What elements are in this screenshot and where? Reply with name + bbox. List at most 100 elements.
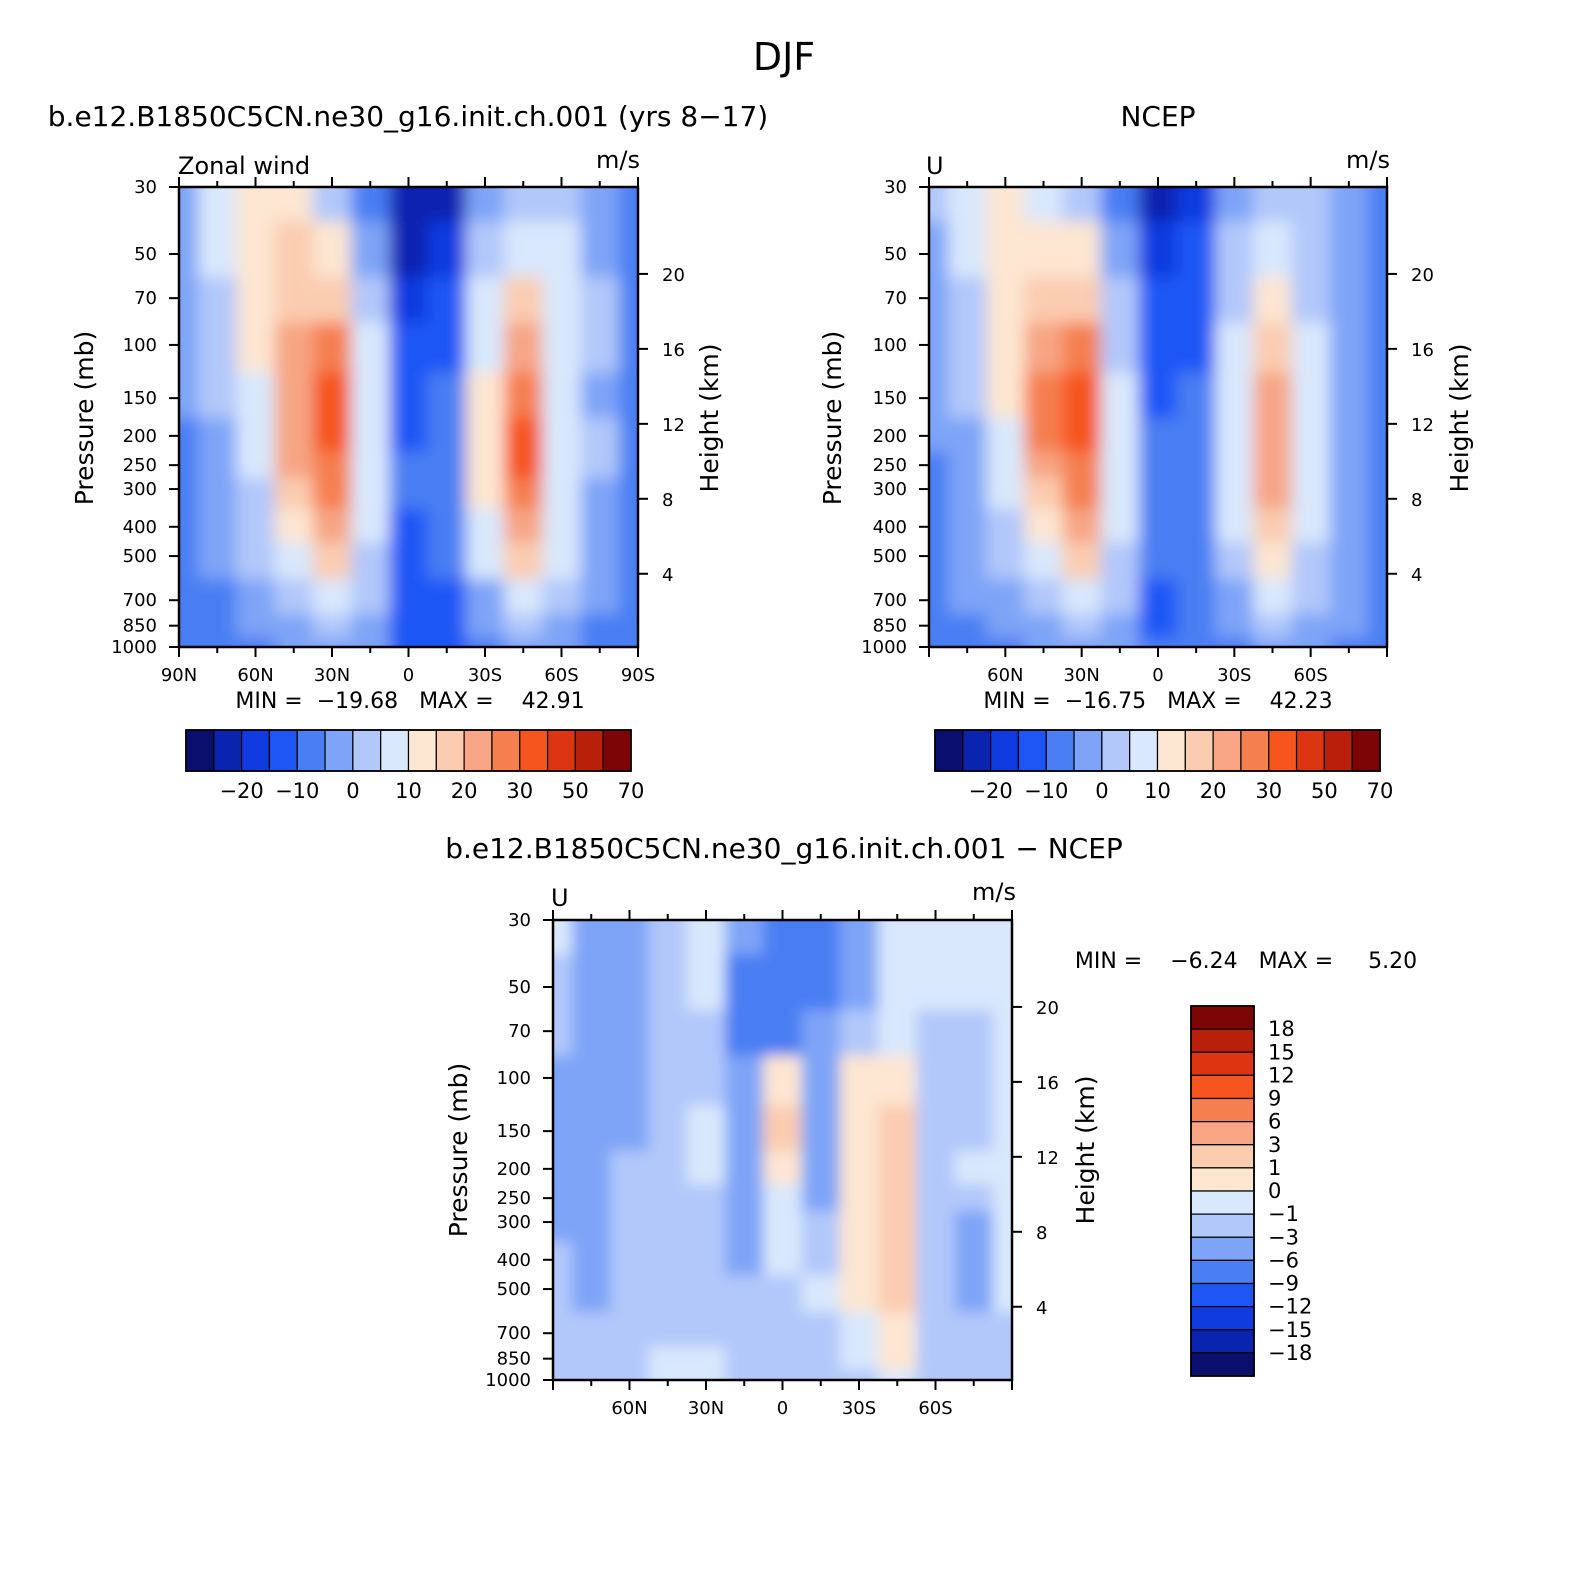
contour-cell (572, 1183, 612, 1212)
contour-cell (427, 612, 467, 638)
colorbar-label: −12 (1268, 1295, 1312, 1319)
colorbar-swatch (352, 729, 382, 772)
contour-cell (351, 187, 391, 222)
contour-cell (580, 477, 620, 509)
panel-model-units-label: m/s (596, 146, 640, 174)
contour-cell (198, 507, 238, 543)
contour-cell (274, 612, 314, 638)
contour-cell (504, 417, 544, 452)
contour-cell (618, 187, 638, 222)
contour-cell (1291, 417, 1331, 452)
contour-cell (610, 1183, 650, 1212)
contour-cell (312, 450, 353, 479)
contour-cell (1329, 477, 1369, 509)
panel-diff: b.e12.B1850C5CN.ne30_g16.init.ch.001 − N… (444, 832, 1417, 1419)
contour-cell (618, 321, 638, 373)
contour-cell (1177, 507, 1217, 543)
contour-cell (504, 578, 544, 614)
colorbar-swatch (1184, 729, 1214, 772)
contour-cell (1138, 321, 1179, 373)
colorbar-swatch (380, 729, 410, 772)
contour-cell (725, 1369, 765, 1380)
colorbar-swatch (324, 729, 354, 772)
contour-cell (878, 920, 918, 955)
contour-cell (1138, 371, 1179, 418)
contour-cell (929, 450, 950, 479)
contour-cell (1024, 276, 1064, 323)
contour-cell (1177, 612, 1217, 638)
contour-cell (1100, 450, 1140, 479)
contour-cell (465, 541, 506, 580)
contour-cell (351, 450, 391, 479)
contour-cell (580, 507, 620, 543)
lat-tick-label: 30S (1217, 665, 1251, 686)
contour-cell (1062, 220, 1102, 278)
contour-cell (954, 1311, 994, 1347)
contour-cell (929, 321, 950, 373)
contour-cell (1367, 321, 1387, 373)
contour-cell (179, 636, 200, 647)
contour-cell (1062, 578, 1102, 614)
contour-cell (1253, 578, 1293, 614)
pressure-tick-label: 300 (873, 479, 907, 500)
contour-cell (725, 953, 765, 1011)
contour-cell (1253, 417, 1293, 452)
contour-cell (1177, 371, 1217, 418)
contour-cell (1291, 321, 1331, 373)
colorbar-swatch (602, 729, 632, 772)
contour-cell (1291, 477, 1331, 509)
contour-cell (504, 187, 544, 222)
contour-cell (465, 417, 506, 452)
contour-cell (236, 636, 276, 647)
contour-cell (929, 636, 950, 647)
contour-cell (351, 541, 391, 580)
colorbar-label: 50 (562, 779, 589, 803)
contour-cell (1329, 636, 1369, 647)
colorbar-swatch (1190, 1190, 1255, 1215)
contour-cell (1062, 541, 1102, 580)
pressure-tick-label: 70 (508, 1021, 531, 1042)
contour-cell (179, 541, 200, 580)
contour-cell (1291, 187, 1331, 222)
contour-cell (839, 1274, 880, 1313)
contour-cell (504, 636, 544, 647)
contour-cell (274, 417, 314, 452)
colorbar-label: −1 (1268, 1202, 1299, 1226)
contour-cell (929, 578, 950, 614)
contour-cell (916, 1369, 956, 1380)
height-tick-label: 16 (1411, 340, 1434, 361)
contour-cell (542, 507, 582, 543)
contour-cell (504, 371, 544, 418)
contour-cell (427, 187, 467, 222)
panel-ncep-stats: MIN = −16.75 MAX = 42.23 (983, 689, 1332, 714)
contour-cell (839, 1183, 880, 1212)
contour-cell (725, 1274, 765, 1313)
colorbar-swatch (1101, 729, 1131, 772)
lat-tick-label: 30N (688, 1398, 724, 1419)
contour-cell (236, 507, 276, 543)
contour-cell (948, 371, 988, 418)
pressure-tick-label: 400 (873, 517, 907, 538)
colorbar-label: 12 (1268, 1063, 1295, 1087)
contour-cell (839, 1240, 880, 1276)
colorbar-swatch (519, 729, 549, 772)
contour-cell (1177, 636, 1217, 647)
contour-cell (878, 1104, 918, 1151)
contour-cell (839, 1369, 880, 1380)
contour-cell (1367, 612, 1387, 638)
contour-cell (686, 1369, 727, 1380)
contour-cell (686, 1054, 727, 1106)
pressure-tick-label: 700 (873, 590, 907, 611)
contour-cell (553, 1369, 574, 1380)
colorbar-swatch (1190, 1121, 1255, 1146)
contour-cell (274, 321, 314, 373)
contour-cell (427, 321, 467, 373)
colorbar-label: −3 (1268, 1225, 1299, 1249)
panel-diff-units-label: m/s (972, 878, 1016, 906)
contour-cell (1138, 187, 1179, 222)
contour-cell (312, 477, 353, 509)
contour-cell (992, 953, 1012, 1011)
pressure-tick-label: 400 (497, 1250, 531, 1271)
lat-tick-label: 90S (621, 665, 655, 686)
